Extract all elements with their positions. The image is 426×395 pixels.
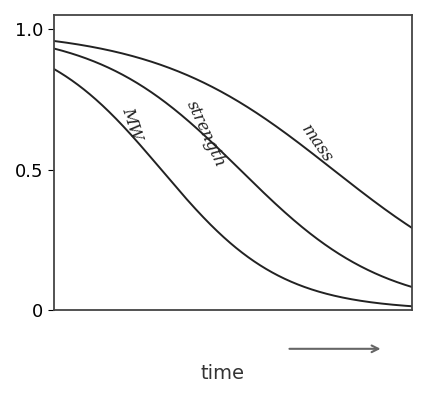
Text: MW: MW <box>118 105 145 143</box>
Text: strength: strength <box>182 98 228 170</box>
Text: mass: mass <box>297 121 335 166</box>
Text: time: time <box>199 364 244 383</box>
